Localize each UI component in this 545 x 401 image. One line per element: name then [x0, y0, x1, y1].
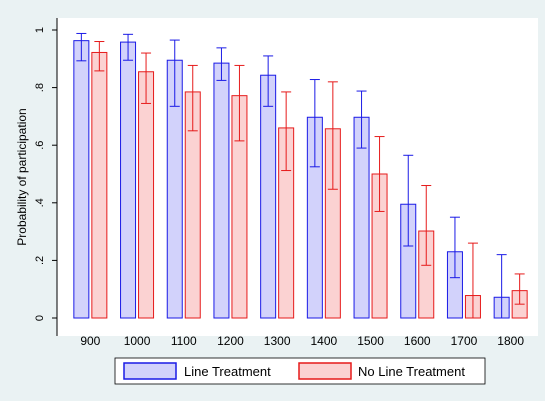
legend: Line Treatment No Line Treatment	[114, 357, 486, 385]
bar-line-treatment	[120, 41, 137, 319]
bar-line-treatment	[213, 62, 230, 319]
bar-line-treatment	[73, 40, 90, 319]
x-tick-label: 1600	[404, 334, 431, 348]
x-tick-label: 1200	[217, 334, 244, 348]
y-tick-label: .8	[34, 83, 46, 92]
y-axis-ticks: 0 .2 .4 .6 .8 1	[34, 27, 57, 321]
legend-label-line-treatment: Line Treatment	[184, 364, 271, 379]
legend-swatch-line-treatment	[123, 362, 177, 380]
x-tick-label: 1800	[497, 334, 524, 348]
x-tick-label: 900	[80, 334, 100, 348]
x-tick-label: 1700	[451, 334, 478, 348]
y-tick-label: 0	[34, 315, 46, 321]
bar-line-treatment	[260, 74, 277, 319]
y-axis-label: Probability of participation	[15, 108, 29, 245]
x-axis-ticks: 900 1000 1100 1200 1300 1400 1500 1600 1700 1800	[80, 334, 524, 348]
bar-no-line-treatment	[91, 51, 108, 319]
y-tick-label: .6	[34, 141, 46, 150]
x-tick-label: 1400	[310, 334, 337, 348]
x-tick-label: 1300	[264, 334, 291, 348]
y-tick-label: 1	[34, 27, 46, 33]
y-tick-label: .2	[34, 256, 46, 265]
legend-swatch-no-line-treatment	[298, 362, 352, 380]
bar-no-line-treatment	[138, 71, 155, 319]
y-tick-label: .4	[34, 198, 46, 207]
x-tick-label: 1100	[171, 334, 197, 348]
bars	[73, 32, 528, 319]
x-tick-label: 1000	[124, 334, 151, 348]
x-tick-label: 1500	[357, 334, 384, 348]
legend-label-no-line-treatment: No Line Treatment	[358, 364, 465, 379]
